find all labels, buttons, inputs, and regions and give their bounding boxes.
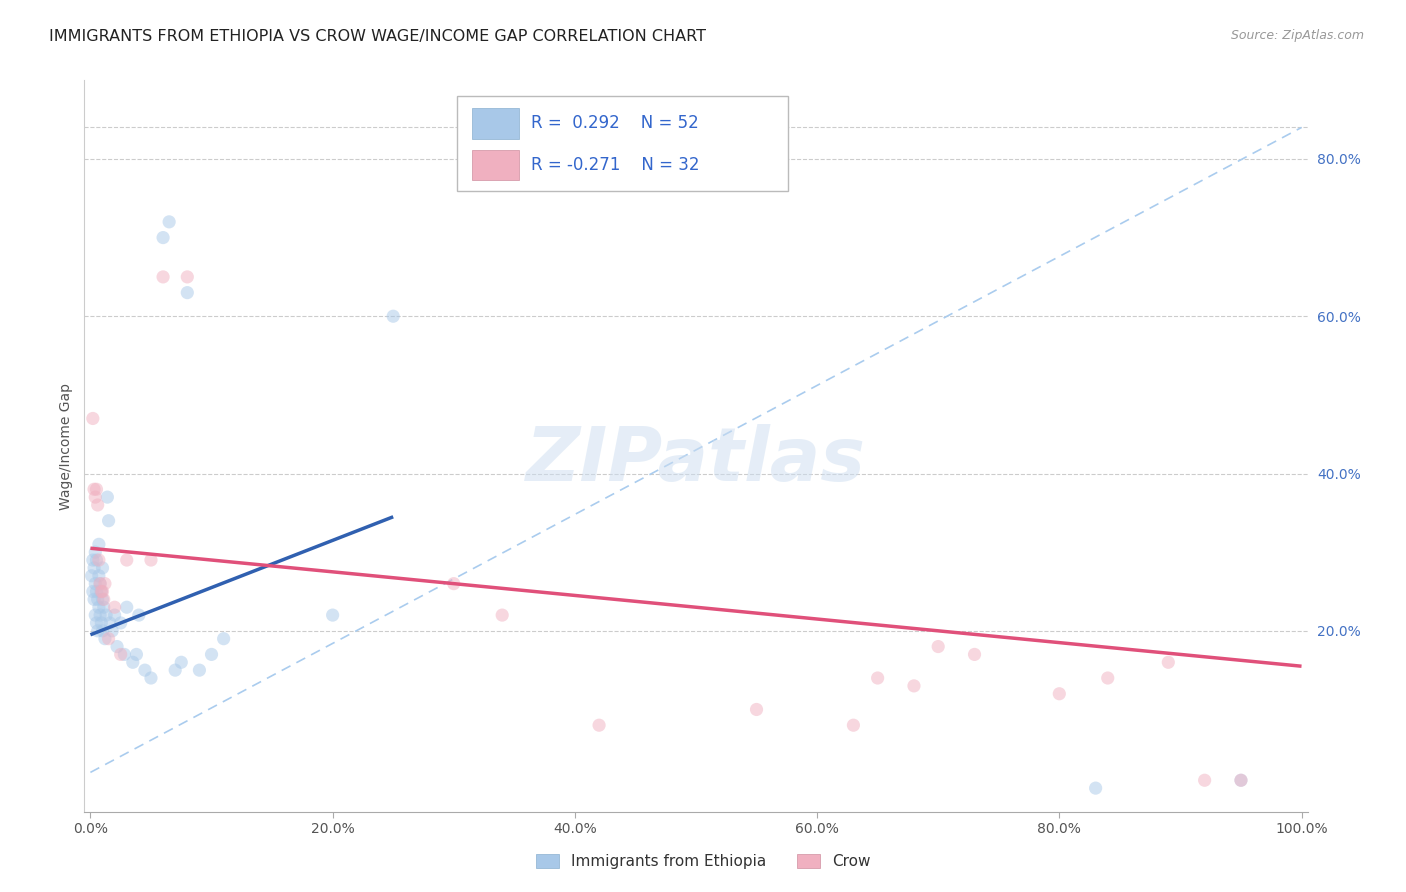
Point (322, 608, 344, 623)
Point (1097, 671, 1119, 685)
Point (188, 663, 211, 677)
Point (94, 632, 117, 646)
Text: Source: ZipAtlas.com: Source: ZipAtlas.com (1230, 29, 1364, 42)
Point (91, 592, 114, 607)
Point (91, 584, 114, 599)
Point (125, 648, 148, 662)
Point (134, 663, 156, 677)
Point (963, 648, 986, 662)
Point (443, 576, 465, 591)
Point (91, 624, 114, 638)
Point (83, 482, 105, 496)
Point (89, 608, 111, 623)
Point (745, 702, 768, 716)
Point (1230, 773, 1253, 788)
Point (139, 553, 162, 567)
Point (176, 269, 198, 284)
Text: R =  0.292    N = 52: R = 0.292 N = 52 (531, 114, 699, 132)
Point (83, 561, 105, 575)
Text: ZIPatlas: ZIPatlas (526, 424, 866, 497)
Point (86, 592, 108, 607)
Point (90, 584, 112, 599)
Point (1084, 781, 1107, 796)
Point (110, 648, 132, 662)
Point (80, 568, 103, 582)
Point (110, 615, 132, 630)
Point (165, 663, 187, 677)
Point (176, 285, 198, 300)
Point (86, 482, 108, 496)
Point (91, 561, 114, 575)
Point (97, 632, 120, 646)
Point (98, 615, 121, 630)
Point (82, 411, 104, 425)
Point (84, 608, 107, 623)
Y-axis label: Wage/Income Gap: Wage/Income Gap (59, 383, 73, 509)
Point (97, 514, 120, 528)
FancyBboxPatch shape (472, 108, 519, 139)
Point (89, 576, 111, 591)
Point (94, 576, 117, 591)
Point (87, 537, 110, 551)
Point (84, 490, 107, 504)
Legend: Immigrants from Ethiopia, Crow: Immigrants from Ethiopia, Crow (530, 848, 876, 875)
Point (115, 600, 138, 615)
Point (89, 576, 111, 591)
Point (121, 655, 143, 669)
Point (200, 648, 222, 662)
Point (903, 679, 925, 693)
Point (382, 310, 405, 324)
Point (90, 615, 112, 630)
Point (112, 648, 135, 662)
Point (1157, 655, 1180, 669)
Point (152, 230, 174, 244)
Point (86, 584, 108, 599)
Point (1047, 687, 1070, 701)
Point (152, 269, 174, 284)
Point (157, 215, 180, 229)
Point (87, 553, 110, 567)
Point (170, 655, 193, 669)
Point (105, 640, 128, 654)
Point (83, 592, 105, 607)
Text: R = -0.271    N = 32: R = -0.271 N = 32 (531, 156, 699, 174)
Point (93, 600, 115, 615)
Point (115, 553, 138, 567)
Point (212, 632, 235, 646)
Point (491, 608, 513, 623)
Point (104, 600, 127, 615)
Point (927, 640, 949, 654)
Point (1230, 773, 1253, 788)
Point (82, 553, 104, 567)
Point (866, 671, 889, 685)
Point (84, 545, 107, 559)
Point (86, 615, 108, 630)
Point (86, 624, 108, 638)
FancyBboxPatch shape (472, 150, 519, 180)
Point (588, 718, 610, 732)
Point (86, 498, 108, 512)
Point (96, 608, 118, 623)
FancyBboxPatch shape (457, 96, 787, 192)
Point (842, 718, 865, 732)
Point (104, 608, 127, 623)
Point (101, 624, 124, 638)
Point (86, 553, 108, 567)
Point (82, 584, 104, 599)
Point (84, 576, 107, 591)
Point (93, 592, 115, 607)
Point (87, 600, 110, 615)
Point (96, 490, 118, 504)
Text: IMMIGRANTS FROM ETHIOPIA VS CROW WAGE/INCOME GAP CORRELATION CHART: IMMIGRANTS FROM ETHIOPIA VS CROW WAGE/IN… (49, 29, 706, 44)
Point (139, 671, 162, 685)
Point (128, 608, 150, 623)
Point (90, 584, 112, 599)
Point (1194, 773, 1216, 788)
Point (87, 568, 110, 582)
